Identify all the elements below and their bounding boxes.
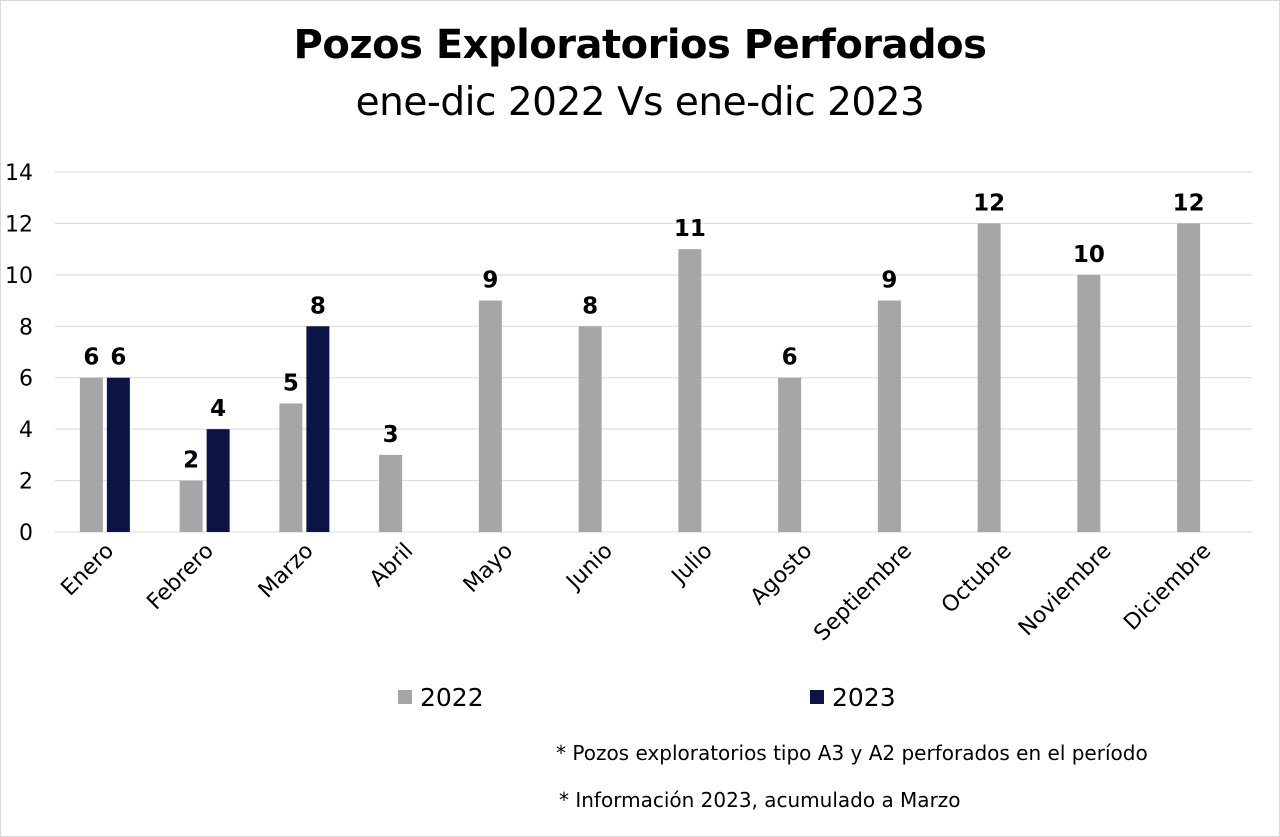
data-label: 6: [110, 345, 126, 371]
data-label: 9: [881, 268, 897, 294]
y-tick-label: 10: [5, 264, 33, 289]
bar-2022: [179, 480, 203, 532]
x-tick-label: Octubre: [937, 539, 1017, 619]
chart-subtitle: ene-dic 2022 Vs ene-dic 2023: [355, 80, 925, 125]
y-tick-label: 14: [5, 161, 33, 186]
data-label: 6: [782, 345, 798, 371]
bar-2023: [206, 429, 230, 532]
y-tick-label: 6: [19, 367, 33, 392]
data-label: 4: [210, 396, 226, 422]
data-label: 8: [582, 293, 598, 319]
footnote-well-types: * Pozos exploratorios tipo A3 y A2 perfo…: [556, 741, 1148, 765]
x-tick-label: Mayo: [459, 539, 518, 598]
data-label: 12: [1173, 190, 1205, 216]
chart-title: Pozos Exploratorios Perforados: [293, 22, 987, 68]
y-tick-label: 12: [5, 212, 33, 237]
data-label: 5: [283, 370, 299, 396]
data-label: 9: [482, 268, 498, 294]
data-label: 8: [310, 293, 326, 319]
x-tick-label: Abril: [365, 539, 418, 592]
legend-swatch-2022: [398, 690, 412, 704]
bar-2022: [578, 326, 602, 532]
data-label: 3: [383, 422, 399, 448]
x-tick-label: Diciembre: [1119, 539, 1216, 636]
x-tick-label: Enero: [57, 539, 120, 602]
data-label: 11: [674, 216, 706, 242]
x-tick-label: Marzo: [254, 539, 319, 604]
x-tick-label: Agosto: [746, 539, 817, 610]
bar-2022: [1077, 274, 1101, 532]
legend-swatch-2023: [810, 690, 824, 704]
data-label: 2: [183, 448, 199, 474]
x-tick-label: Julio: [666, 539, 718, 591]
y-tick-label: 8: [19, 315, 33, 340]
y-tick-label: 4: [19, 418, 33, 443]
bar-2022: [778, 377, 802, 532]
data-label: 10: [1073, 242, 1105, 268]
bar-2022: [478, 300, 502, 532]
bar-2023: [306, 326, 330, 532]
legend-label-2023: 2023: [832, 682, 896, 712]
y-tick-label: 2: [19, 470, 33, 495]
bar-2022: [977, 223, 1001, 532]
x-tick-label: Noviembre: [1014, 539, 1117, 642]
legend-item-2023: 2023: [810, 682, 896, 712]
bar-2022: [279, 403, 303, 532]
y-tick-label: 0: [19, 521, 33, 546]
bar-2022: [877, 300, 901, 532]
bar-2022: [379, 454, 403, 532]
bar-2023: [106, 377, 130, 532]
footnote-accumulated: * Información 2023, acumulado a Marzo: [559, 788, 961, 812]
x-tick-label: Septiembre: [809, 539, 917, 647]
bar-2022: [1177, 223, 1201, 532]
legend-item-2022: 2022: [398, 682, 484, 712]
legend-label-2022: 2022: [420, 682, 484, 712]
data-label: 12: [973, 190, 1005, 216]
x-tick-label: Febrero: [142, 539, 218, 615]
data-label: 6: [83, 345, 99, 371]
bar-2022: [79, 377, 103, 532]
x-tick-label: Junio: [561, 539, 618, 596]
bar-2022: [678, 249, 702, 532]
